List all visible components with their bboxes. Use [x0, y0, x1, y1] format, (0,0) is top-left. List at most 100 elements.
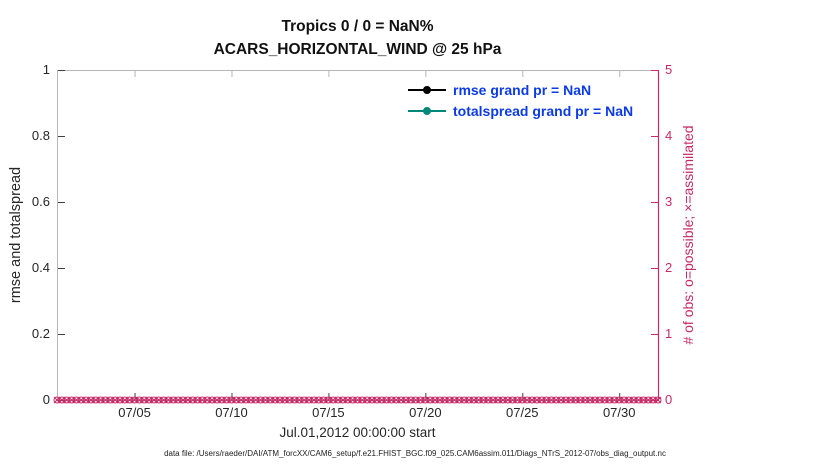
possible-obs-marker-icon — [257, 396, 265, 404]
possible-obs-marker-icon — [77, 396, 85, 404]
possible-obs-marker-icon — [354, 396, 361, 404]
possible-obs-marker-icon — [208, 396, 216, 404]
possible-obs-marker-icon — [417, 396, 425, 404]
possible-obs-marker-icon — [194, 396, 202, 404]
possible-obs-marker-icon — [106, 396, 114, 404]
possible-obs-marker-icon — [504, 396, 512, 404]
possible-obs-marker-icon — [378, 396, 386, 404]
data-file-caption: data file: /Users/raeder/DAI/ATM_forcXX/… — [164, 449, 666, 458]
possible-obs-marker-icon — [392, 396, 400, 404]
possible-obs-marker-icon — [53, 396, 61, 404]
possible-obs-marker-icon — [126, 396, 134, 404]
possible-obs-marker-icon — [63, 396, 71, 404]
possible-obs-marker-icon — [455, 396, 463, 404]
possible-obs-marker-icon — [261, 396, 269, 404]
possible-obs-marker-icon — [305, 396, 313, 404]
possible-obs-marker-icon — [58, 396, 66, 404]
possible-obs-marker-icon — [402, 396, 410, 404]
possible-obs-marker-icon — [538, 396, 546, 404]
possible-obs-marker-icon — [426, 396, 434, 404]
right-axis-ticks — [651, 70, 658, 401]
possible-obs-marker-icon — [523, 396, 531, 404]
possible-obs-marker-icon — [72, 396, 80, 404]
left-axis-ticks — [58, 70, 65, 401]
possible-obs-marker-icon — [436, 396, 444, 404]
possible-obs-marker-icon — [198, 396, 206, 404]
possible-obs-marker-icon — [480, 396, 488, 404]
possible-obs-marker-icon — [552, 396, 560, 404]
possible-obs-marker-icon — [368, 396, 376, 404]
possible-obs-marker-icon — [315, 396, 323, 404]
possible-obs-marker-icon — [247, 396, 255, 404]
possible-obs-marker-icon — [169, 396, 177, 404]
possible-obs-marker-icon — [135, 396, 143, 404]
chart-title: Tropics 0 / 0 = NaN% ACARS_HORIZONTAL_WI… — [57, 15, 658, 61]
possible-obs-marker-icon — [116, 396, 124, 404]
possible-obs-marker-icon — [160, 396, 168, 404]
possible-obs-marker-icon — [383, 396, 391, 404]
possible-obs-marker-icon — [475, 396, 483, 404]
possible-obs-marker-icon — [489, 396, 497, 404]
possible-obs-marker-icon — [557, 396, 565, 404]
possible-obs-marker-icon — [320, 396, 328, 404]
totalspread-marker-icon — [423, 106, 431, 115]
legend-label-rmse: rmse grand pr = NaN — [453, 81, 592, 98]
possible-obs-marker-icon — [576, 396, 584, 404]
possible-obs-marker-icon — [412, 396, 420, 404]
possible-obs-marker-icon — [344, 396, 352, 404]
possible-obs-marker-icon — [121, 396, 129, 404]
possible-obs-marker-icon — [131, 396, 139, 404]
possible-obs-marker-icon — [620, 396, 628, 404]
y-axis-label-left: rmse and totalspread — [8, 166, 24, 304]
rmse-line-sample-icon — [408, 85, 446, 94]
possible-obs-marker-icon — [87, 396, 95, 404]
possible-obs-marker-icon — [92, 396, 100, 404]
legend: rmse grand pr = NaN totalspread grand pr… — [408, 79, 633, 121]
legend-item-rmse: rmse grand pr = NaN — [408, 79, 633, 100]
possible-obs-marker-icon — [334, 396, 342, 404]
possible-obs-marker-icon — [358, 396, 366, 404]
y-axis-label-right: # of obs: o=possible; ×=assimilated — [680, 125, 696, 345]
possible-obs-marker-icon — [179, 396, 187, 404]
possible-obs-marker-icon — [601, 396, 609, 404]
possible-obs-marker-icon — [140, 396, 148, 404]
possible-obs-marker-icon — [189, 396, 197, 404]
possible-obs-marker-icon — [242, 396, 250, 404]
possible-obs-marker-icon — [295, 396, 303, 404]
possible-obs-marker-icon — [286, 396, 294, 404]
possible-obs-marker-icon — [446, 396, 454, 404]
possible-obs-marker-icon — [271, 396, 279, 404]
possible-obs-marker-icon — [300, 396, 308, 404]
legend-label-totalspread: totalspread grand pr = NaN — [453, 102, 634, 119]
possible-obs-marker-icon — [218, 396, 226, 404]
possible-obs-marker-icon — [227, 396, 235, 404]
obs-markers — [53, 396, 662, 404]
possible-obs-marker-icon — [460, 396, 468, 404]
possible-obs-marker-icon — [547, 396, 555, 404]
possible-obs-marker-icon — [567, 396, 575, 404]
possible-obs-marker-icon — [101, 396, 109, 404]
possible-obs-marker-icon — [465, 396, 473, 404]
possible-obs-marker-icon — [213, 396, 221, 404]
possible-obs-marker-icon — [441, 396, 449, 404]
possible-obs-marker-icon — [630, 396, 638, 404]
possible-obs-marker-icon — [184, 396, 192, 404]
possible-obs-marker-icon — [324, 396, 332, 404]
possible-obs-marker-icon — [528, 396, 536, 404]
possible-obs-marker-icon — [654, 396, 662, 404]
possible-obs-marker-icon — [232, 396, 240, 404]
possible-obs-marker-icon — [509, 396, 517, 404]
possible-obs-marker-icon — [310, 396, 318, 404]
assimilated-obs-marker-icon — [654, 396, 662, 404]
possible-obs-marker-icon — [606, 396, 614, 404]
possible-obs-marker-icon — [276, 396, 284, 404]
possible-obs-marker-icon — [586, 396, 594, 404]
possible-obs-marker-icon — [164, 396, 172, 404]
possible-obs-marker-icon — [223, 396, 231, 404]
possible-obs-marker-icon — [421, 396, 429, 404]
possible-obs-marker-icon — [596, 396, 604, 404]
possible-obs-marker-icon — [68, 396, 76, 404]
possible-obs-marker-icon — [543, 396, 551, 404]
possible-obs-marker-icon — [407, 396, 415, 404]
